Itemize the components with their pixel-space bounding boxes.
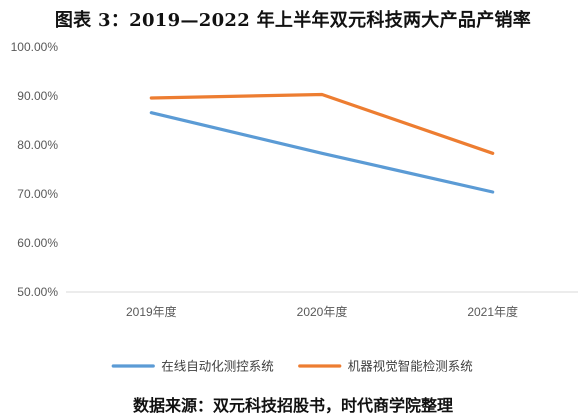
- y-axis-ticks: 50.00% 60.00% 70.00% 80.00% 90.00% 100.00%: [11, 40, 59, 299]
- x-tick-label: 2019年度: [126, 304, 177, 319]
- y-tick-label: 60.00%: [17, 236, 58, 250]
- series-lines: [149, 92, 495, 194]
- series-line: [149, 92, 495, 155]
- x-axis-ticks: 2019年度 2020年度 2021年度: [126, 304, 518, 319]
- x-tick-label: 2020年度: [297, 304, 348, 319]
- chart-title: 图表 3：2019—2022 年上半年双元科技两大产品产销率: [54, 10, 532, 31]
- series-line: [149, 111, 495, 194]
- x-tick-label: 2021年度: [467, 304, 518, 319]
- y-tick-label: 90.00%: [17, 89, 58, 103]
- legend: 在线自动化测控系统 机器视觉智能检测系统: [111, 359, 473, 374]
- y-tick-label: 70.00%: [17, 187, 58, 201]
- legend-label: 在线自动化测控系统: [161, 359, 274, 374]
- data-source-note: 数据来源：双元科技招股书，时代商学院整理: [132, 396, 453, 415]
- y-tick-label: 50.00%: [17, 285, 58, 299]
- legend-label: 机器视觉智能检测系统: [348, 359, 473, 374]
- y-tick-label: 100.00%: [11, 40, 59, 54]
- y-tick-label: 80.00%: [17, 138, 58, 152]
